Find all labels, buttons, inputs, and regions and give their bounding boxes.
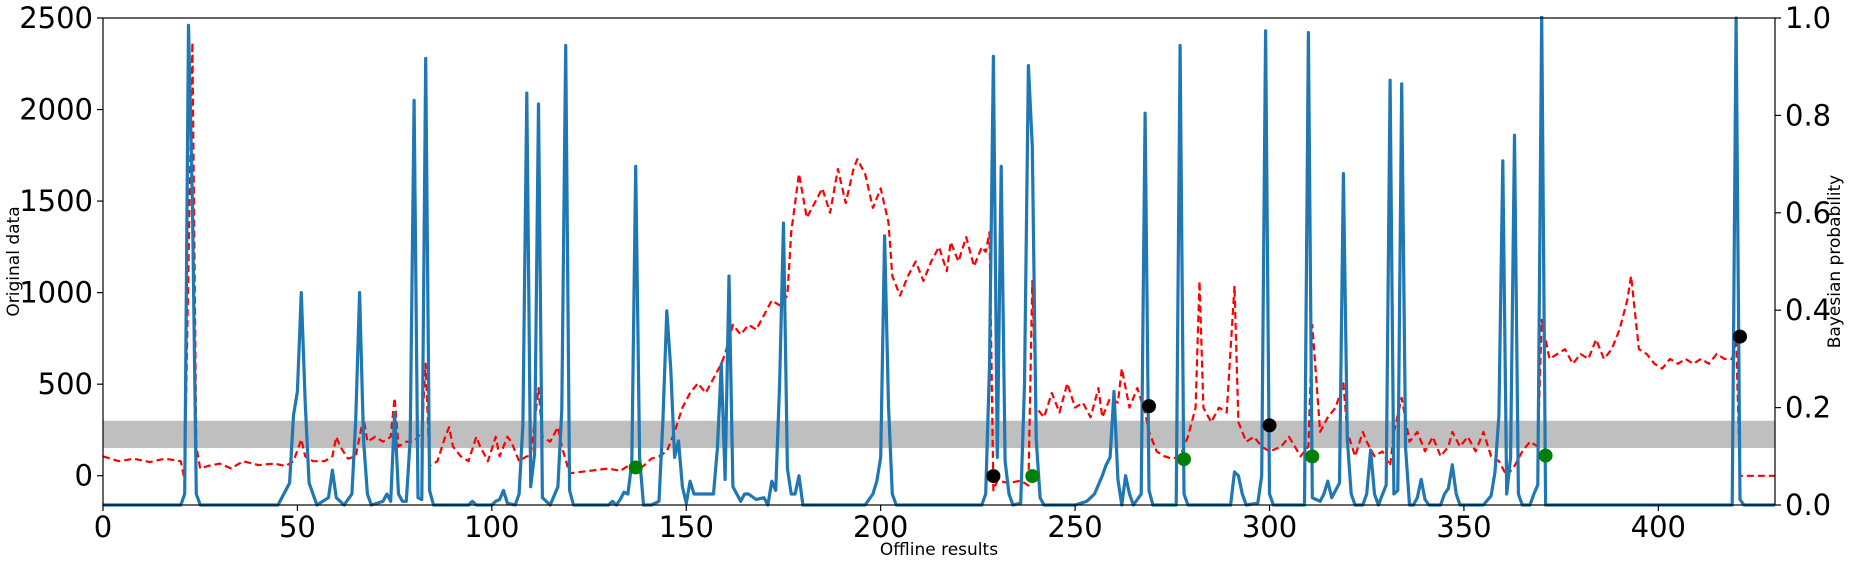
y-right-tick-label: 0.6 — [1785, 196, 1831, 230]
green-marker — [628, 460, 643, 475]
y-axis-right-label: Bayesian probability — [1825, 175, 1845, 348]
y-axis-left-ticks: 0 500 1000 1500 2000 2500 — [19, 1, 103, 493]
y-left-tick-label: 0 — [75, 459, 93, 493]
bayesian-probability-line — [103, 41, 1775, 492]
x-tick-label: 0 — [94, 510, 112, 544]
black-marker — [986, 469, 1001, 484]
x-tick-label: 100 — [464, 510, 519, 544]
original-data-line — [103, 16, 1775, 507]
y-right-tick-label: 0.8 — [1785, 98, 1831, 132]
black-marker — [1733, 329, 1748, 344]
plot-frame — [102, 17, 1776, 506]
green-marker — [1305, 449, 1320, 464]
y-left-tick-label: 1000 — [19, 276, 93, 310]
y-right-tick-label: 0.2 — [1785, 391, 1831, 425]
x-axis-ticks: 0 50 100 150 200 250 300 350 400 — [94, 505, 1686, 544]
x-tick-label: 400 — [1631, 510, 1686, 544]
green-marker — [1538, 448, 1553, 463]
y-axis-right-ticks: 0.0 0.2 0.4 0.6 0.8 1.0 — [1775, 1, 1831, 522]
y-right-tick-label: 0.0 — [1785, 488, 1831, 522]
y-left-tick-label: 1500 — [19, 184, 93, 218]
x-axis-label: Offline results — [880, 540, 998, 560]
y-left-tick-label: 500 — [38, 367, 93, 401]
y-right-tick-label: 1.0 — [1785, 1, 1831, 35]
black-marker — [1141, 399, 1156, 414]
green-marker — [1025, 469, 1040, 484]
x-tick-label: 150 — [659, 510, 714, 544]
marker-layer — [628, 329, 1748, 484]
y-left-tick-label: 2500 — [19, 1, 93, 35]
green-marker — [1176, 452, 1191, 467]
black-marker — [1262, 418, 1277, 433]
y-right-tick-label: 0.4 — [1785, 293, 1831, 327]
x-tick-label: 200 — [853, 510, 908, 544]
y-left-tick-label: 2000 — [19, 93, 93, 127]
y-axis-left-label: Original data — [4, 206, 24, 316]
x-tick-label: 300 — [1242, 510, 1297, 544]
series-layer — [103, 16, 1775, 507]
x-tick-label: 350 — [1436, 510, 1491, 544]
x-tick-label: 250 — [1047, 510, 1102, 544]
x-tick-label: 50 — [279, 510, 316, 544]
